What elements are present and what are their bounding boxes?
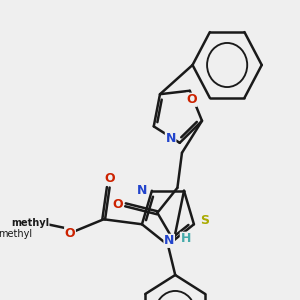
Text: H: H <box>180 232 191 245</box>
Text: O: O <box>112 198 123 211</box>
Text: O: O <box>186 93 197 106</box>
Text: N: N <box>137 184 147 197</box>
Text: N: N <box>164 234 174 247</box>
Text: O: O <box>65 227 75 240</box>
Text: N: N <box>165 132 176 145</box>
Text: O: O <box>105 172 116 185</box>
Text: methyl: methyl <box>11 218 49 228</box>
Text: S: S <box>200 214 209 227</box>
Text: methyl: methyl <box>0 229 32 239</box>
